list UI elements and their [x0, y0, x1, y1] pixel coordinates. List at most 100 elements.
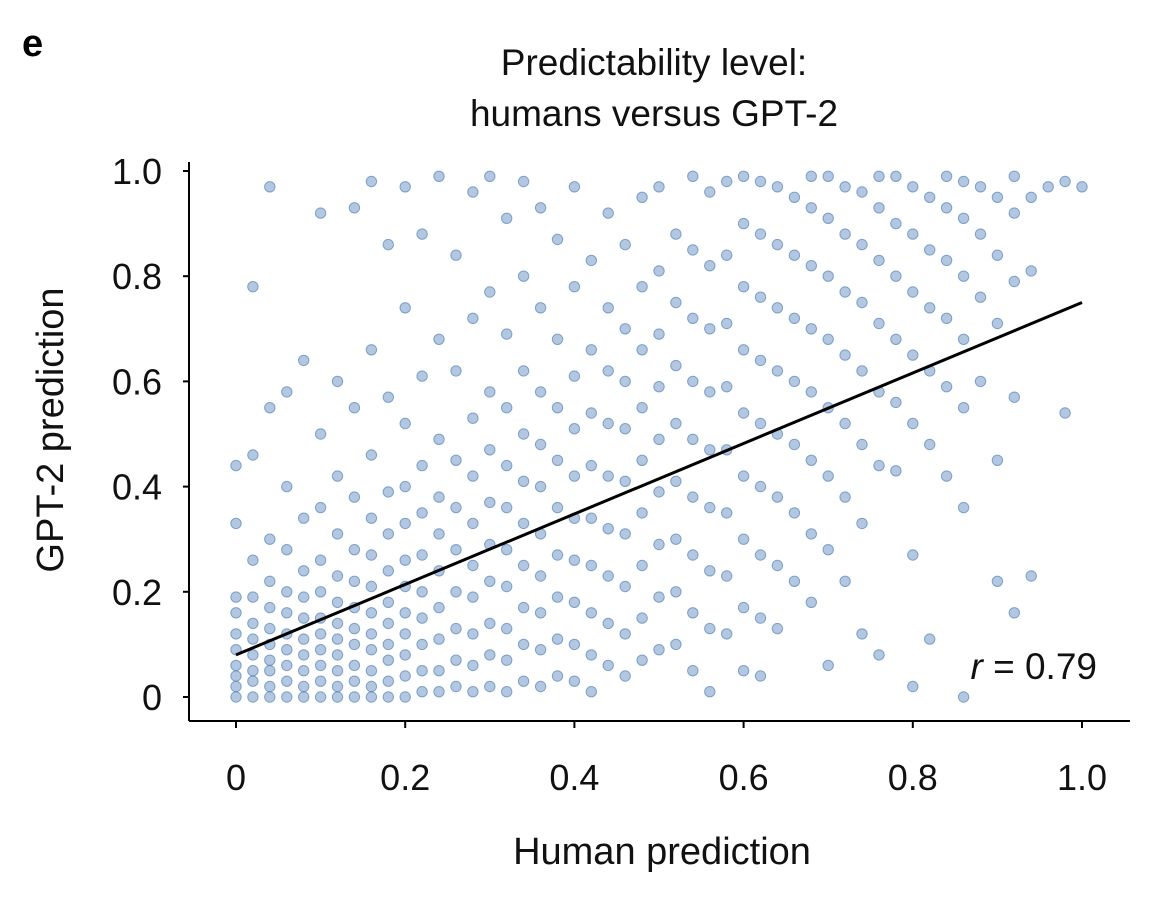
- data-point: [467, 659, 479, 672]
- data-point: [636, 344, 648, 356]
- data-point: [433, 601, 445, 614]
- data-point: [687, 170, 699, 183]
- data-point: [433, 491, 445, 503]
- data-point: [484, 575, 496, 587]
- data-point: [568, 554, 581, 566]
- data-point: [399, 691, 411, 703]
- data-point: [737, 665, 750, 677]
- data-point: [873, 649, 885, 661]
- data-point: [907, 349, 919, 361]
- fit-line-group: [235, 301, 1083, 657]
- x-axis-label: Human prediction: [513, 831, 811, 873]
- data-point: [856, 438, 868, 451]
- data-point: [382, 638, 394, 651]
- data-point: [957, 402, 970, 414]
- data-point: [348, 491, 361, 503]
- data-point: [754, 354, 767, 367]
- data-point: [348, 638, 361, 651]
- data-point: [653, 433, 665, 445]
- data-point: [636, 654, 648, 666]
- data-point: [924, 633, 936, 645]
- data-point: [636, 559, 648, 572]
- data-point: [281, 544, 293, 556]
- data-point: [991, 454, 1004, 466]
- data-point: [568, 281, 581, 293]
- data-point: [721, 628, 733, 640]
- data-point: [281, 659, 293, 672]
- data-point: [365, 175, 378, 188]
- data-point: [1008, 607, 1020, 619]
- data-point: [805, 202, 817, 214]
- data-point: [382, 617, 394, 630]
- data-point: [636, 281, 648, 293]
- data-point: [822, 333, 834, 345]
- x-tick-label: 0: [226, 757, 246, 798]
- data-point: [467, 591, 479, 603]
- data-point: [298, 591, 310, 603]
- data-point: [230, 591, 242, 603]
- data-point: [957, 212, 970, 225]
- data-point: [264, 691, 276, 703]
- data-point: [670, 475, 682, 487]
- data-point: [856, 296, 868, 309]
- data-point: [991, 249, 1004, 261]
- data-point: [1025, 191, 1037, 204]
- data-point: [517, 175, 530, 188]
- data-point: [433, 633, 445, 645]
- data-point: [805, 528, 817, 540]
- data-point: [467, 186, 479, 198]
- data-point: [771, 559, 784, 572]
- data-point: [1025, 570, 1037, 582]
- data-point: [281, 607, 293, 619]
- data-point: [619, 628, 631, 640]
- data-point: [467, 517, 479, 530]
- data-point: [721, 570, 733, 582]
- data-point: [585, 559, 597, 572]
- data-point: [551, 402, 564, 414]
- data-point: [517, 428, 530, 440]
- data-point: [365, 549, 378, 561]
- data-point: [568, 596, 581, 608]
- data-point: [568, 423, 581, 435]
- data-point: [450, 622, 462, 635]
- data-point: [484, 170, 496, 183]
- data-point: [382, 691, 394, 703]
- data-point: [974, 181, 987, 193]
- data-point: [517, 559, 530, 572]
- chart-title-line-2: humans versus GPT-2: [470, 93, 838, 134]
- data-point: [247, 665, 259, 677]
- data-point: [619, 528, 631, 540]
- data-point: [890, 170, 902, 183]
- data-point: [721, 317, 733, 330]
- data-point: [314, 644, 327, 656]
- data-point: [1042, 181, 1054, 193]
- data-point: [585, 344, 597, 356]
- data-point: [365, 628, 378, 640]
- data-point: [298, 665, 310, 677]
- data-point: [839, 349, 851, 361]
- data-point: [551, 454, 564, 466]
- data-point: [450, 544, 462, 556]
- data-point: [873, 254, 885, 267]
- data-point: [314, 628, 327, 640]
- data-point: [771, 365, 784, 377]
- data-point: [771, 491, 784, 503]
- panel-label: e: [22, 23, 43, 65]
- data-point: [839, 228, 851, 240]
- data-point: [348, 575, 361, 587]
- data-point: [974, 375, 987, 388]
- data-point: [450, 249, 462, 261]
- data-point: [602, 570, 614, 582]
- data-point: [399, 417, 411, 430]
- data-point: [653, 181, 665, 193]
- data-point: [247, 617, 259, 630]
- data-point: [365, 665, 378, 677]
- data-point: [281, 386, 293, 398]
- data-point: [314, 586, 327, 598]
- data-point: [298, 565, 310, 577]
- data-point: [484, 386, 496, 398]
- data-point: [602, 302, 614, 314]
- data-point: [348, 402, 361, 414]
- x-tick-label: 0.8: [888, 757, 938, 798]
- data-point: [484, 286, 496, 298]
